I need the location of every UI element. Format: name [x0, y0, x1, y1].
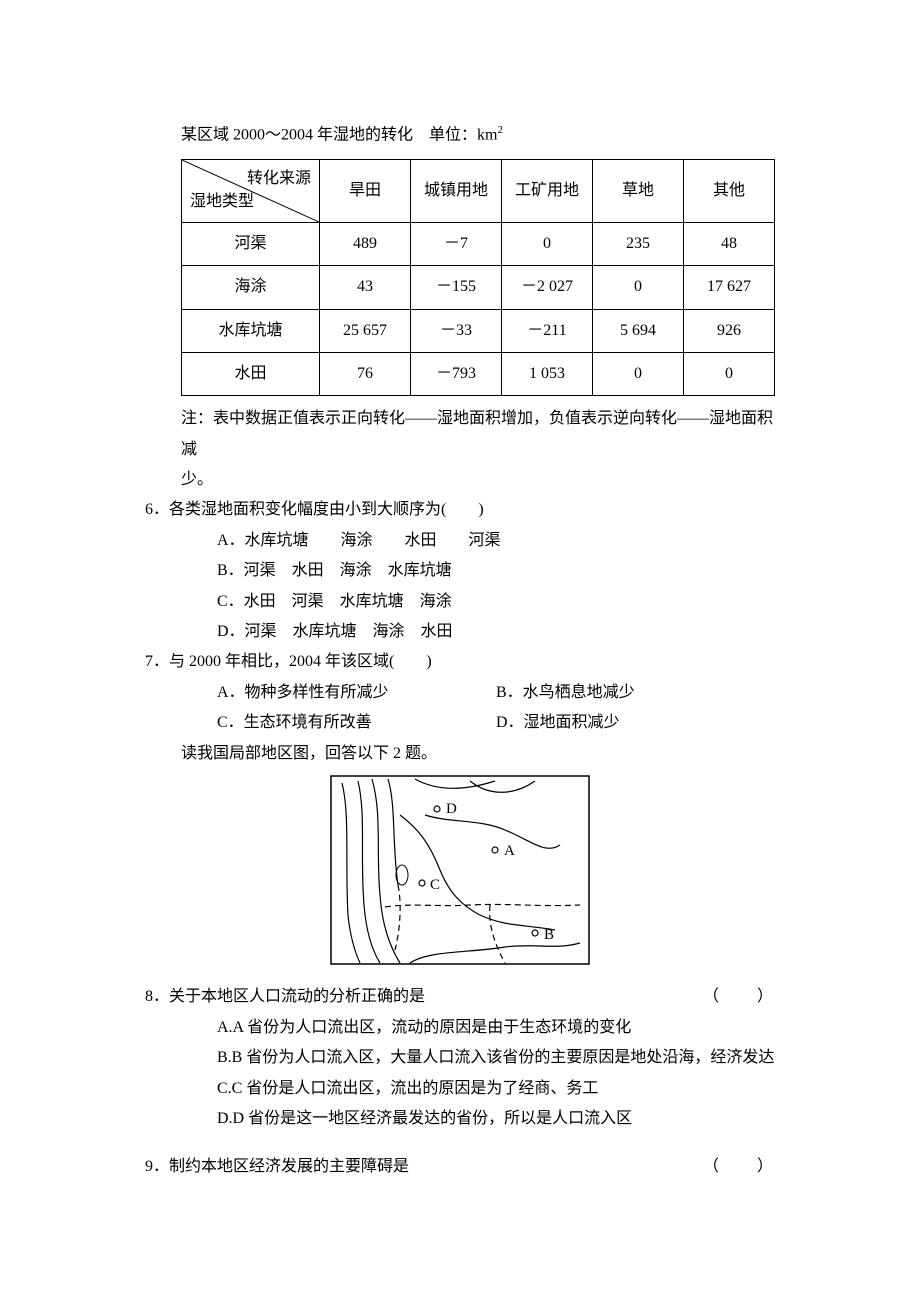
- map-label-c: C: [430, 877, 440, 893]
- map-label-b: B: [544, 927, 554, 943]
- cell: 926: [684, 309, 775, 352]
- q7-opt-c: C．生态环境有所改善: [217, 708, 496, 738]
- col-header: 工矿用地: [502, 159, 593, 222]
- cell: －793: [411, 352, 502, 395]
- q6-opt-d: D．河渠 水库坑塘 海涂 水田: [217, 617, 775, 647]
- cell: 0: [502, 222, 593, 265]
- cell: 1 053: [502, 352, 593, 395]
- q6-opt-c: C．水田 河渠 水库坑塘 海涂: [217, 587, 775, 617]
- col-header: 旱田: [320, 159, 411, 222]
- diag-top-label: 转化来源: [247, 164, 311, 194]
- table-note-line2: 少。: [181, 465, 775, 495]
- wetland-table: 转化来源 湿地类型 旱田 城镇用地 工矿用地 草地 其他 河渠 489 －7 0…: [181, 159, 775, 397]
- q7-opt-b: B．水鸟栖息地减少: [496, 678, 775, 708]
- spacer: [145, 1134, 775, 1152]
- table-row: 河渠 489 －7 0 235 48: [182, 222, 775, 265]
- q8-opt-c: C.C 省份是人口流出区，流出的原因是为了经商、务工: [217, 1074, 775, 1104]
- cell: 235: [593, 222, 684, 265]
- diag-header-cell: 转化来源 湿地类型: [182, 159, 320, 222]
- map-intro: 读我国局部地区图，回答以下 2 题。: [181, 739, 775, 769]
- col-header: 草地: [593, 159, 684, 222]
- q9-paren: （ ）: [703, 1152, 775, 1182]
- table-note-line1: 注：表中数据正值表示正向转化——湿地面积增加，负值表示逆向转化——湿地面积减: [181, 404, 775, 465]
- q8-paren: （ ）: [703, 982, 775, 1012]
- cell: 25 657: [320, 309, 411, 352]
- q6-opt-b: B．河渠 水田 海涂 水库坑塘: [217, 556, 775, 586]
- q8-stem: 8．关于本地区人口流动的分析正确的是: [145, 982, 425, 1012]
- row-label: 河渠: [182, 222, 320, 265]
- q7-row1: A．物种多样性有所减少 B．水鸟栖息地减少: [217, 678, 775, 708]
- q7-opt-a: A．物种多样性有所减少: [217, 678, 496, 708]
- cell: －155: [411, 266, 502, 309]
- cell: 0: [593, 352, 684, 395]
- map-figure: D A C B: [145, 775, 775, 976]
- table-header-row: 转化来源 湿地类型 旱田 城镇用地 工矿用地 草地 其他: [182, 159, 775, 222]
- cell: －211: [502, 309, 593, 352]
- table-caption-text: 某区域 2000～2004 年湿地的转化 单位：km: [181, 126, 497, 143]
- q9-stem: 9．制约本地区经济发展的主要障碍是: [145, 1152, 409, 1182]
- q8-opt-d: D.D 省份是这一地区经济最发达的省份，所以是人口流入区: [217, 1104, 775, 1134]
- cell: 5 694: [593, 309, 684, 352]
- cell: 489: [320, 222, 411, 265]
- cell: 17 627: [684, 266, 775, 309]
- q8-stem-row: 8．关于本地区人口流动的分析正确的是 （ ）: [145, 982, 775, 1012]
- table-caption-sup: 2: [497, 124, 503, 136]
- table-row: 水田 76 －793 1 053 0 0: [182, 352, 775, 395]
- cell: －2 027: [502, 266, 593, 309]
- cell: －33: [411, 309, 502, 352]
- q7-row2: C．生态环境有所改善 D．湿地面积减少: [217, 708, 775, 738]
- row-label: 水田: [182, 352, 320, 395]
- table-row: 海涂 43 －155 －2 027 0 17 627: [182, 266, 775, 309]
- map-label-d: D: [446, 801, 457, 817]
- q8-opt-a: A.A 省份为人口流出区，流动的原因是由于生态环境的变化: [217, 1013, 775, 1043]
- q8-opt-b: B.B 省份为人口流入区，大量人口流入该省份的主要原因是地处沿海，经济发达: [217, 1043, 775, 1073]
- cell: 0: [684, 352, 775, 395]
- map-svg: D A C B: [330, 775, 590, 965]
- diag-bottom-label: 湿地类型: [190, 187, 254, 217]
- map-label-a: A: [504, 843, 515, 859]
- table-row: 水库坑塘 25 657 －33 －211 5 694 926: [182, 309, 775, 352]
- col-header: 其他: [684, 159, 775, 222]
- q9-stem-row: 9．制约本地区经济发展的主要障碍是 （ ）: [145, 1152, 775, 1182]
- col-header: 城镇用地: [411, 159, 502, 222]
- q7-opt-d: D．湿地面积减少: [496, 708, 775, 738]
- row-label: 水库坑塘: [182, 309, 320, 352]
- table-caption: 某区域 2000～2004 年湿地的转化 单位：km2: [181, 120, 775, 151]
- cell: 43: [320, 266, 411, 309]
- cell: －7: [411, 222, 502, 265]
- cell: 76: [320, 352, 411, 395]
- cell: 0: [593, 266, 684, 309]
- q6-opt-a: A．水库坑塘 海涂 水田 河渠: [217, 526, 775, 556]
- q7-stem: 7．与 2000 年相比，2004 年该区域( ): [145, 647, 775, 677]
- q6-stem: 6．各类湿地面积变化幅度由小到大顺序为( ): [145, 495, 775, 525]
- row-label: 海涂: [182, 266, 320, 309]
- cell: 48: [684, 222, 775, 265]
